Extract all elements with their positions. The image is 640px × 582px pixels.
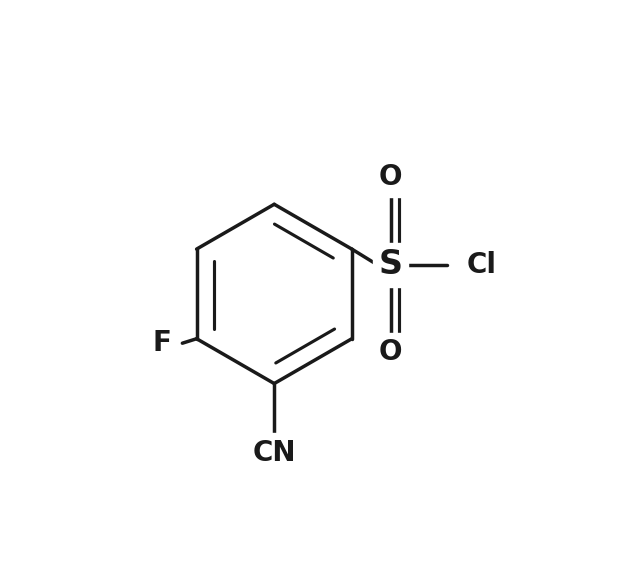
Text: O: O bbox=[379, 338, 403, 366]
Text: O: O bbox=[379, 164, 403, 191]
Text: CN: CN bbox=[252, 439, 296, 467]
Text: Cl: Cl bbox=[467, 251, 497, 279]
Text: F: F bbox=[153, 329, 172, 357]
Text: S: S bbox=[379, 249, 403, 281]
